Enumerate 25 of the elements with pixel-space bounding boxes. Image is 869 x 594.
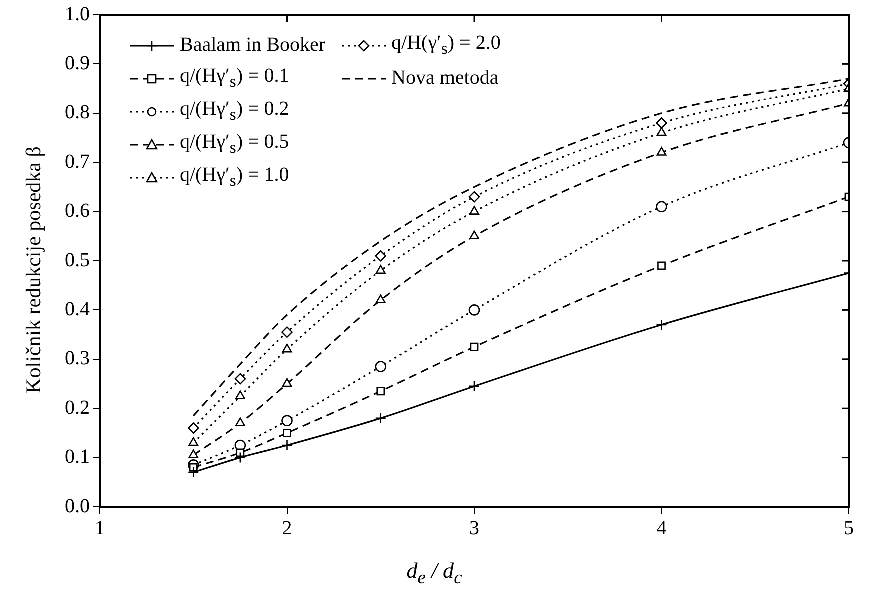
y-tick-label: 1.0	[65, 3, 90, 26]
y-tick-label: 0.8	[65, 102, 90, 124]
legend-label: Nova metoda	[392, 67, 499, 90]
x-tick-label: 5	[844, 517, 854, 540]
legend-label: q/(Hγ′$_{s}$) = 0.1	[180, 65, 290, 92]
x-tick-label: 2	[282, 517, 292, 540]
y-tick-label: 0.0	[65, 495, 90, 518]
y-tick-label: 0.7	[65, 150, 90, 173]
x-axis-title: d$_{e}$ / d$_{c}$	[406, 558, 464, 588]
legend-label: q/(Hγ′$_{s}$) = 0.5	[180, 131, 290, 158]
y-tick-label: 0.5	[65, 249, 90, 272]
y-tick-label: 0.2	[65, 396, 90, 419]
legend-label: q/(Hγ′$_{s}$) = 0.2	[180, 98, 290, 125]
x-tick-label: 1	[95, 517, 105, 540]
legend-label: Baalam in Booker	[180, 34, 326, 57]
y-tick-label: 0.9	[65, 52, 90, 74]
x-tick-label: 4	[656, 517, 667, 540]
y-tick-label: 0.6	[65, 200, 90, 222]
legend-label: q/(Hγ′$_{s}$) = 1.0	[180, 164, 290, 191]
x-tick-label: 3	[470, 517, 480, 540]
y-tick-label: 0.3	[65, 348, 90, 370]
legend-label: q/H(γ′$_{s}$) = 2.0	[392, 32, 501, 59]
y-axis-title: Količnik redukcije posedka β	[22, 146, 46, 394]
y-tick-label: 0.1	[65, 446, 90, 468]
y-tick-label: 0.4	[65, 298, 90, 320]
